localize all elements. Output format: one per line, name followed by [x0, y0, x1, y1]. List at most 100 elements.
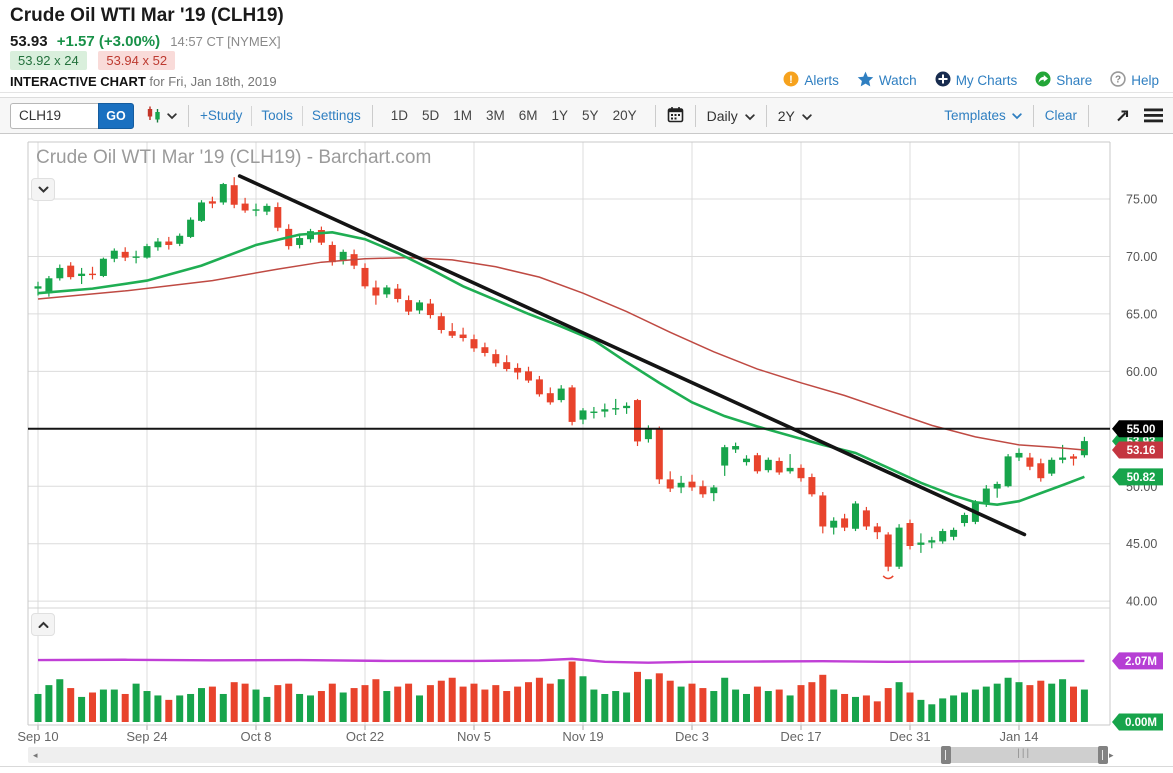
x-axis-label: Oct 8: [240, 729, 271, 744]
quote-time: 14:57 CT [NYMEX]: [170, 34, 281, 49]
axis-badge-value: 0.00M: [1125, 717, 1157, 729]
header-link-my-charts[interactable]: My Charts: [935, 71, 1018, 90]
period-value: 2Y: [777, 107, 795, 124]
page-label: INTERACTIVE CHART: [10, 74, 146, 89]
chart-region: Sep 10 Sep 24 Oct 8 Oct 22 Nov 5 Nov 19 Dec 3 D…: [0, 140, 1173, 773]
range-button-5d[interactable]: 5D: [421, 108, 440, 123]
calendar-icon: [667, 106, 684, 126]
chevron-down-icon: [38, 182, 49, 197]
scrollbar-grip: |||: [1017, 748, 1032, 759]
x-axis-label: Nov 19: [562, 729, 603, 744]
templates-label: Templates: [944, 108, 1006, 123]
scrollbar-right-arrow[interactable]: ▸: [1109, 750, 1114, 760]
toolbar-link-settings[interactable]: Settings: [311, 108, 361, 123]
range-button-1d[interactable]: 1D: [390, 108, 408, 123]
axis-badge: [1112, 420, 1163, 438]
axis-badge: [1112, 468, 1163, 486]
candlestick-icon: [146, 106, 162, 126]
chart-canvas[interactable]: Sep 10 Sep 24 Oct 8 Oct 22 Nov 5 Nov 19 Dec 3 D…: [0, 140, 1173, 746]
go-button[interactable]: GO: [98, 102, 134, 129]
axis-badge-value: 53.16: [1127, 445, 1156, 457]
toolbar-separator: [188, 104, 189, 127]
range-button-6m[interactable]: 6M: [518, 108, 538, 123]
axis-badge: [1112, 441, 1163, 459]
quote-header: Crude Oil WTI Mar '19 (CLH19) 53.93 +1.5…: [0, 0, 1173, 92]
toolbar-link-study[interactable]: +Study: [200, 108, 243, 123]
share-icon: [1035, 71, 1051, 90]
toolbar-menu-links: +Study Tools Settings: [200, 105, 361, 126]
x-axis-label: Oct 22: [346, 729, 384, 744]
page-bottom-divider: [0, 766, 1173, 767]
x-axis-label: Dec 3: [675, 729, 709, 744]
header-link-alerts[interactable]: ! Alerts: [783, 71, 839, 90]
range-button-1y[interactable]: 1Y: [551, 108, 569, 123]
x-axis-label: Dec 17: [780, 729, 821, 744]
header-link-help[interactable]: ? Help: [1110, 71, 1159, 90]
axis-badge-value: 50.82: [1127, 472, 1156, 484]
frequency-dropdown[interactable]: Daily: [707, 108, 755, 124]
period-dropdown[interactable]: 2Y: [778, 108, 812, 124]
scrollbar-handle-left[interactable]: [940, 746, 951, 764]
axis-badge-value: 2.07M: [1125, 656, 1157, 668]
clear-button[interactable]: Clear: [1044, 108, 1077, 123]
quote-price-row: 53.93 +1.57 (+3.00%) 14:57 CT [NYMEX]: [10, 33, 281, 50]
header-link-share[interactable]: Share: [1035, 71, 1092, 90]
expand-icon[interactable]: [1114, 108, 1130, 124]
toolbar-separator: [1032, 104, 1034, 127]
range-button-3m[interactable]: 3M: [486, 108, 505, 123]
scrollbar-left-arrow[interactable]: ◂: [33, 750, 38, 760]
toolbar-separator: [1088, 104, 1089, 127]
chart-toolbar: GO +Study Tools Settings 1D 5D 1M 3M 6M 1Y 5Y 20Y…: [0, 97, 1173, 134]
range-button-20y[interactable]: 20Y: [612, 108, 637, 123]
toolbar-right-group: Templates Clear: [944, 104, 1163, 127]
header-link-label: Share: [1056, 73, 1093, 88]
chevron-down-icon: [167, 108, 177, 123]
y-axis-label: 45.00: [1126, 537, 1157, 551]
toolbar-separator: [301, 105, 303, 126]
scrollbar-thumb[interactable]: |||: [945, 747, 1103, 763]
y-axis-label: 70.00: [1126, 250, 1157, 264]
toolbar-link-tools[interactable]: Tools: [261, 108, 293, 123]
menu-icon[interactable]: [1144, 108, 1163, 123]
collapse-price-pane-button[interactable]: [31, 178, 55, 201]
header-links: ! Alerts Watch My Charts Share ? Help: [783, 71, 1159, 90]
header-link-label: Alerts: [804, 73, 839, 88]
templates-dropdown[interactable]: Templates: [944, 108, 1022, 123]
range-button-5y[interactable]: 5Y: [582, 108, 599, 123]
page-subtitle: INTERACTIVE CHART for Fri, Jan 18th, 201…: [10, 74, 277, 89]
axis-badge: [1112, 713, 1163, 731]
header-link-label: Watch: [878, 73, 917, 88]
frequency-value: Daily: [706, 107, 738, 124]
toolbar-separator: [371, 104, 373, 127]
calendar-button[interactable]: [667, 106, 684, 126]
bid-ask-row: 53.92 x 24 53.94 x 52: [10, 51, 176, 70]
svg-text:!: !: [790, 74, 794, 86]
scrollbar-handle-right[interactable]: [1097, 746, 1108, 764]
svg-text:?: ?: [1115, 75, 1121, 86]
price-change: +1.57 (+3.00%): [56, 33, 161, 50]
toolbar-separator: [694, 104, 696, 127]
collapse-volume-pane-button[interactable]: [31, 613, 55, 636]
chart-type-dropdown[interactable]: [146, 106, 177, 126]
x-axis-label: Sep 10: [17, 729, 58, 744]
chevron-down-icon: [1012, 108, 1022, 123]
axis-badge-value: 55.00: [1127, 424, 1156, 436]
x-axis-label: Jan 14: [999, 729, 1038, 744]
range-buttons: 1D 5D 1M 3M 6M 1Y 5Y 20Y: [384, 108, 644, 123]
page-date: for Fri, Jan 18th, 2019: [149, 74, 277, 89]
y-axis-label: 65.00: [1126, 307, 1157, 321]
header-link-label: My Charts: [955, 73, 1018, 88]
symbol-input[interactable]: [10, 102, 98, 129]
toolbar-separator: [251, 105, 253, 126]
chevron-up-icon: [38, 617, 49, 632]
axis-badge: [1112, 652, 1163, 670]
chevron-down-icon: [745, 108, 755, 124]
star-icon: [857, 71, 874, 90]
chart-watermark: Crude Oil WTI Mar '19 (CLH19) - Barchart…: [36, 147, 432, 168]
header-link-watch[interactable]: Watch: [857, 71, 917, 90]
chevron-down-icon: [802, 108, 812, 124]
last-price: 53.93: [10, 33, 48, 50]
range-button-1m[interactable]: 1M: [453, 108, 472, 123]
header-divider: [0, 92, 1173, 93]
scrollbar-track[interactable]: |||: [28, 746, 1108, 764]
